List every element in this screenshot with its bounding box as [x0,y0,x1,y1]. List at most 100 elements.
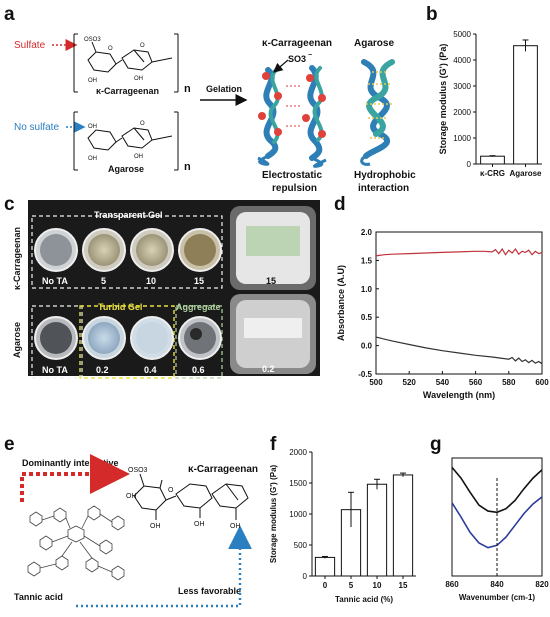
row2-label-3: 0.6 [192,365,205,375]
dominant-label: Dominantly interactive [22,458,119,468]
repeat-n-2: n [184,161,191,173]
transparent-gel-title: Transparent Gel [94,210,163,220]
chart-d-ytick-label: 2.0 [361,228,373,237]
row1-right-label: 15 [266,276,276,286]
chart-f-ytick-label: 0 [303,572,308,581]
svg-text:OH: OH [150,523,161,530]
less-favorable-label: Less favorable [178,586,241,596]
kcarrageenan-label-e: κ-Carrageenan [188,464,258,475]
panel-label-c: c [4,194,15,215]
svg-text:OH: OH [88,78,97,84]
chart-g: 860 840 820 Wavenumber (cm-1) [445,457,549,602]
panel-label-a: a [4,4,15,25]
chart-d-series-1 [375,336,543,365]
chart-g-xtick-label: 860 [445,580,459,589]
panel-f: f 0 500 1000 1500 2000 0 5 10 15 Storage modulus … [269,434,416,604]
chart-b-xtick-label-0: κ-CRG [480,169,505,178]
helix-title-agarose: Agarose [354,38,394,49]
row2-label-2: 0.4 [144,365,157,375]
chart-g-xtick-label: 820 [535,580,549,589]
chart-b-ytick-label: 4000 [453,56,471,65]
chart-d-ytick-label: 0.5 [361,313,373,322]
chart-d-xtick-label: 580 [502,378,516,387]
chart-f: 0 500 1000 1500 2000 0 5 10 15 Storage modulus (G… [269,448,416,604]
row1-label-2: 10 [146,276,156,286]
svg-text:OSO3: OSO3 [84,37,101,43]
kcarrageenan-structure-e [133,473,249,520]
chart-d-ytick-label: 1.5 [361,256,373,265]
agarose-label: Agarose [108,164,144,174]
chart-d-ytick-label: 0.0 [361,342,373,351]
chart-d: 500 520 540 560 580 600 -0.5 0.0 0.5 1.0 1.5 2.0 Wav… [336,228,549,400]
chart-d-series-0 [375,247,543,257]
row2-label-0: No TA [42,365,68,375]
panel-b: b 0 1000 2000 3000 4000 5000 κ-CRG Agarose Stora… [426,4,542,178]
chart-f-ytick-label: 1000 [289,510,307,519]
sulfate-label: Sulfate [14,40,46,51]
panel-label-f: f [270,434,277,455]
chart-f-ylabel: Storage modulus (G') (Pa) [269,464,278,563]
chart-f-ytick-label: 1500 [289,479,307,488]
chart-d-xlabel: Wavelength (nm) [423,390,495,400]
helix1-caption-line1: Electrostatic [262,170,322,181]
panel-label-b: b [426,4,438,25]
kcarrageenan-helix-illustration [257,65,327,168]
row2-side-label: Agarose [12,322,22,358]
chart-b-bar-0 [480,155,505,165]
panel-e: e Dominantly interactive [4,434,258,608]
svg-text:O: O [168,487,174,494]
chart-b-ytick-label: 0 [467,160,472,169]
chart-b-ylabel: Storage modulus (G') (Pa) [438,44,448,155]
turbid-gel-title: Turbid Gel [98,302,142,312]
chart-b-ytick-label: 5000 [453,30,471,39]
panel-label-d: d [334,194,346,215]
svg-text:OH: OH [230,523,241,530]
turbid-gel-box [79,305,175,379]
tannic-acid-label: Tannic acid [14,592,63,602]
chart-f-ytick-label: 2000 [289,448,307,457]
svg-text:OH: OH [134,76,143,82]
row1-dishes [34,228,222,272]
chart-f-xtick-label-2: 10 [373,581,382,590]
chart-f-xtick-label-1: 5 [349,581,354,590]
svg-text:O: O [140,43,145,49]
chart-g-xtick-label: 840 [490,580,504,589]
svg-text:O: O [140,121,145,127]
svg-text:OH: OH [194,521,205,528]
svg-text:OSO3: OSO3 [128,467,148,474]
chart-d-frame [375,231,543,375]
chart-b: 0 1000 2000 3000 4000 5000 κ-CRG Agarose Storage… [438,30,542,178]
chart-b-ytick-label: 2000 [453,108,471,117]
aggregate-title: Aggregate [176,302,221,312]
chart-d-ytick-label: -0.5 [358,370,372,379]
kcarrageenan-structure: OSO3 OH OH O O [73,33,179,93]
agarose-helix-illustration [360,59,395,166]
chart-d-xtick-label: 560 [469,378,483,387]
chart-g-series-0 [451,466,543,514]
svg-text:OH: OH [88,156,97,162]
chart-f-xlabel: Tannic acid (%) [335,595,393,604]
chart-f-bar-3 [392,474,414,577]
so3-charge: − [308,52,312,59]
chart-b-ytick-label: 3000 [453,82,471,91]
row2-right-label: 0.2 [262,364,275,374]
panel-g: g 860 840 820 Wavenumber (cm-1) [430,434,549,602]
chart-f-xtick-label-3: 15 [399,581,408,590]
panel-label-e: e [4,434,15,455]
so3-label: SO3 [288,54,306,64]
chart-g-xlabel: Wavenumber (cm-1) [459,593,536,602]
svg-text:OH: OH [88,124,97,130]
chart-d-xtick-label: 500 [369,378,383,387]
row1-side-label: κ-Carrageenan [12,227,22,290]
dominant-arrow [20,454,130,502]
chart-f-bar-0 [314,556,336,577]
chart-d-ytick-label: 1.0 [361,285,373,294]
panel-a: a Sulfate OSO3 OH OH O O κ-Carrageenan n [4,4,416,194]
chart-d-xtick-label: 540 [436,378,450,387]
gelation-label: Gelation [206,84,242,94]
aggregate-box [175,305,223,379]
row1-label-0: No TA [42,276,68,286]
row1-label-3: 15 [194,276,204,286]
panel-d: d 500 520 540 560 580 600 -0.5 0.0 0.5 1.0 1.5 2.0 W… [334,194,549,400]
